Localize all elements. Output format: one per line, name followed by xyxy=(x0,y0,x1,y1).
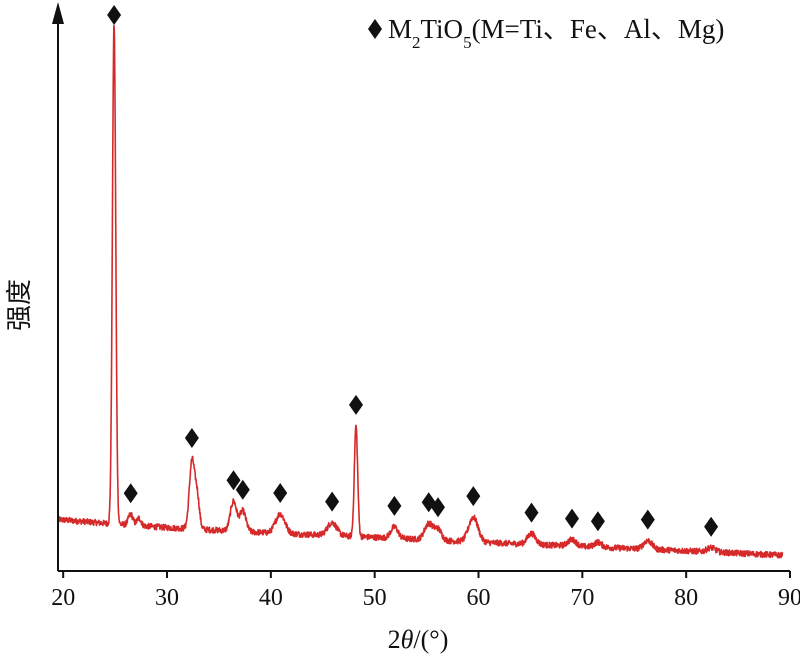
peak-marker-diamond-icon xyxy=(704,516,719,537)
legend-diamond-icon xyxy=(368,19,382,39)
peak-marker-diamond-icon xyxy=(565,508,579,529)
peak-marker-diamond-icon xyxy=(325,491,340,512)
x-tick-label: 30 xyxy=(155,585,179,611)
peak-marker-diamond-icon xyxy=(387,495,402,516)
peak-marker-diamond-icon xyxy=(226,470,241,491)
peak-marker-diamond-icon xyxy=(349,394,363,415)
peak-marker-diamond-icon xyxy=(466,486,481,507)
x-tick-label: 70 xyxy=(570,585,594,611)
peak-markers xyxy=(107,5,719,537)
peak-marker-diamond-icon xyxy=(640,509,655,530)
axes xyxy=(52,2,790,572)
peak-marker-diamond-icon xyxy=(184,428,199,448)
y-axis-arrow xyxy=(52,2,64,24)
y-axis-title: 强度 xyxy=(5,279,34,331)
x-axis-title: 2θ/(°) xyxy=(388,625,449,654)
x-tick-label: 40 xyxy=(259,585,283,611)
x-tick-label: 60 xyxy=(467,585,491,611)
peak-marker-diamond-icon xyxy=(107,5,122,25)
peak-marker-diamond-icon xyxy=(590,511,605,532)
peak-marker-diamond-icon xyxy=(524,502,539,523)
x-ticks: 20 30 40 50 60 70 80 90 xyxy=(51,571,800,611)
x-tick-label: 80 xyxy=(674,585,698,611)
peak-marker-diamond-icon xyxy=(235,479,250,500)
legend-label: M2TiO5(M=Ti、Fe、Al、Mg) xyxy=(388,14,724,52)
x-tick-label: 20 xyxy=(51,585,75,611)
peak-marker-diamond-icon xyxy=(123,483,138,504)
peak-marker-diamond-icon xyxy=(273,483,288,503)
x-tick-label: 90 xyxy=(778,585,800,611)
legend: M2TiO5(M=Ti、Fe、Al、Mg) xyxy=(368,14,724,52)
peak-marker-diamond-icon xyxy=(431,497,445,518)
xrd-spectrum-line xyxy=(57,24,784,559)
x-tick-label: 50 xyxy=(363,585,387,611)
